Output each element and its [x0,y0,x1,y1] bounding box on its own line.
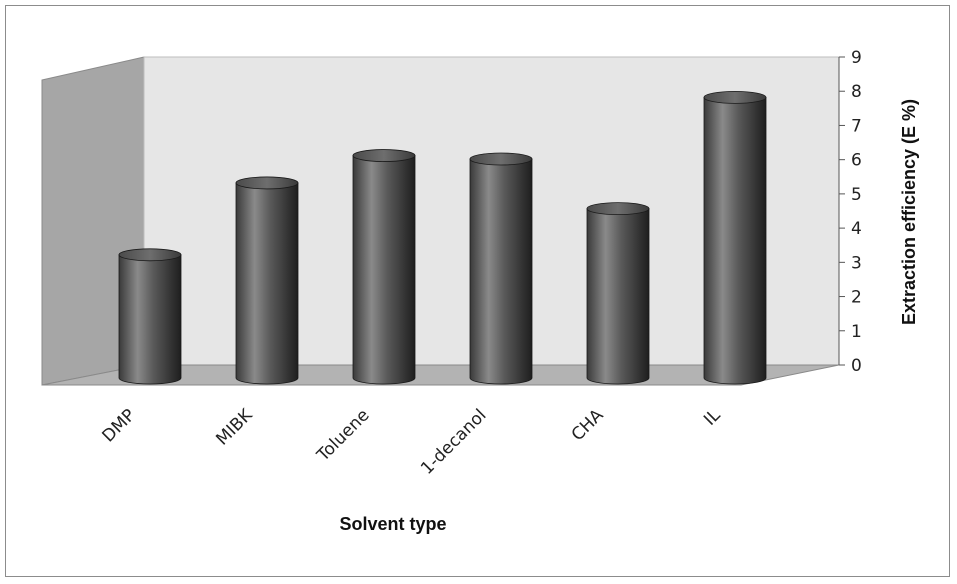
category-label: IL [700,405,725,430]
y-tick-label: 9 [851,48,862,68]
bar [118,248,182,385]
category-label: DMP [99,405,140,446]
bar-body [352,155,416,385]
y-tick-label: 1 [851,322,862,342]
y-axis-title: Extraction efficiency (E %) [899,99,919,325]
bar-top [703,90,767,104]
y-tick-label: 0 [851,356,862,376]
category-label: 1-decanol [417,405,490,478]
bar-top [586,202,650,216]
y-tick-label: 3 [851,253,862,273]
category-label: MIBK [212,405,257,450]
y-tick-label: 2 [851,288,862,308]
bar-body [469,158,533,385]
bar-body [235,182,299,385]
bar-body [118,254,182,385]
bar-body [703,96,767,385]
y-tick-label: 8 [851,82,862,102]
bar [469,152,533,385]
y-tick-label: 5 [851,185,862,205]
y-tick-label: 4 [851,219,862,239]
category-label: CHA [568,405,608,445]
bar-top [469,152,533,166]
bar-top [235,176,299,190]
y-axis-ticks: 0 1 2 3 4 5 6 7 8 9 [839,48,862,376]
bar [703,90,767,385]
bar [235,176,299,385]
bar [352,149,416,385]
bar-top [352,149,416,162]
category-label: Toluene [313,405,374,466]
bar-top [118,248,182,262]
y-tick-label: 7 [851,116,862,136]
category-labels: DMP MIBK Toluene 1-decanol CHA IL [99,405,725,479]
bar-body [586,208,650,385]
bar [586,202,650,385]
bars-group [118,90,767,385]
x-axis-title: Solvent type [339,514,446,534]
y-tick-label: 6 [851,151,862,171]
